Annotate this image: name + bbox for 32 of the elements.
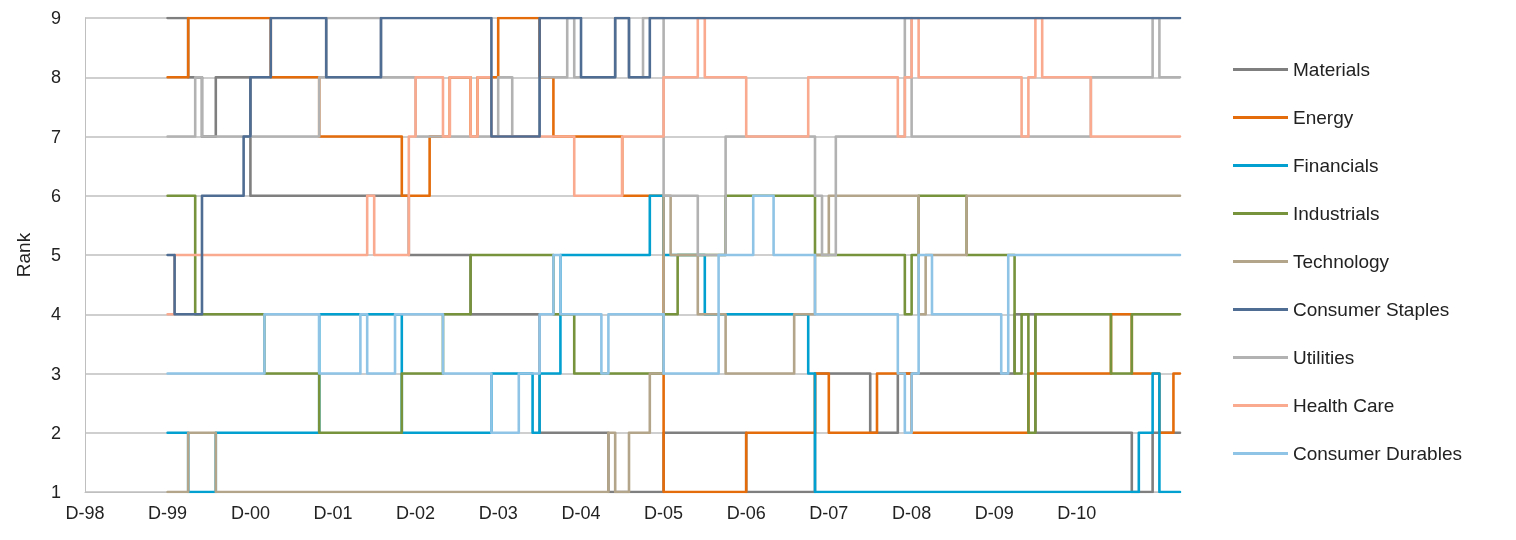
x-tick-label: D-05 [644, 503, 684, 523]
legend-label: Consumer Staples [1293, 299, 1450, 320]
x-tick-label: D-06 [726, 503, 766, 523]
x-tick-label: D-09 [974, 503, 1014, 523]
y-tick-label: 2 [50, 422, 61, 443]
legend-label: Technology [1293, 251, 1390, 272]
y-tick-label: 5 [50, 245, 61, 265]
y-tick-label: 4 [50, 304, 61, 325]
x-tick-label: D-04 [561, 503, 601, 523]
x-tick-label: D-08 [892, 503, 932, 523]
legend-label: Consumer Durables [1293, 443, 1462, 464]
y-tick-label: 6 [50, 185, 61, 206]
legend-label: Financials [1293, 155, 1379, 176]
x-tick-label: D-01 [313, 503, 353, 523]
legend-label: Utilities [1293, 347, 1355, 368]
legend-label: Materials [1293, 59, 1371, 80]
y-axis-title: Rank [13, 232, 34, 278]
y-tick-label: 8 [50, 67, 61, 88]
y-tick-label: 3 [50, 363, 61, 384]
y-tick-label: 9 [50, 8, 61, 28]
x-tick-label: D-03 [478, 503, 518, 523]
x-tick-label: D-10 [1057, 503, 1097, 523]
legend-label: Industrials [1293, 203, 1380, 224]
y-tick-label: 1 [50, 482, 61, 502]
x-tick-label: D-98 [65, 503, 105, 523]
x-tick-label: D-00 [230, 503, 270, 523]
x-tick-label: D-02 [396, 503, 436, 523]
x-tick-label: D-99 [148, 503, 188, 523]
x-tick-label: D-07 [809, 503, 849, 523]
legend-label: Energy [1293, 107, 1354, 128]
legend-label: Health Care [1293, 395, 1395, 416]
y-tick-label: 7 [50, 126, 61, 147]
